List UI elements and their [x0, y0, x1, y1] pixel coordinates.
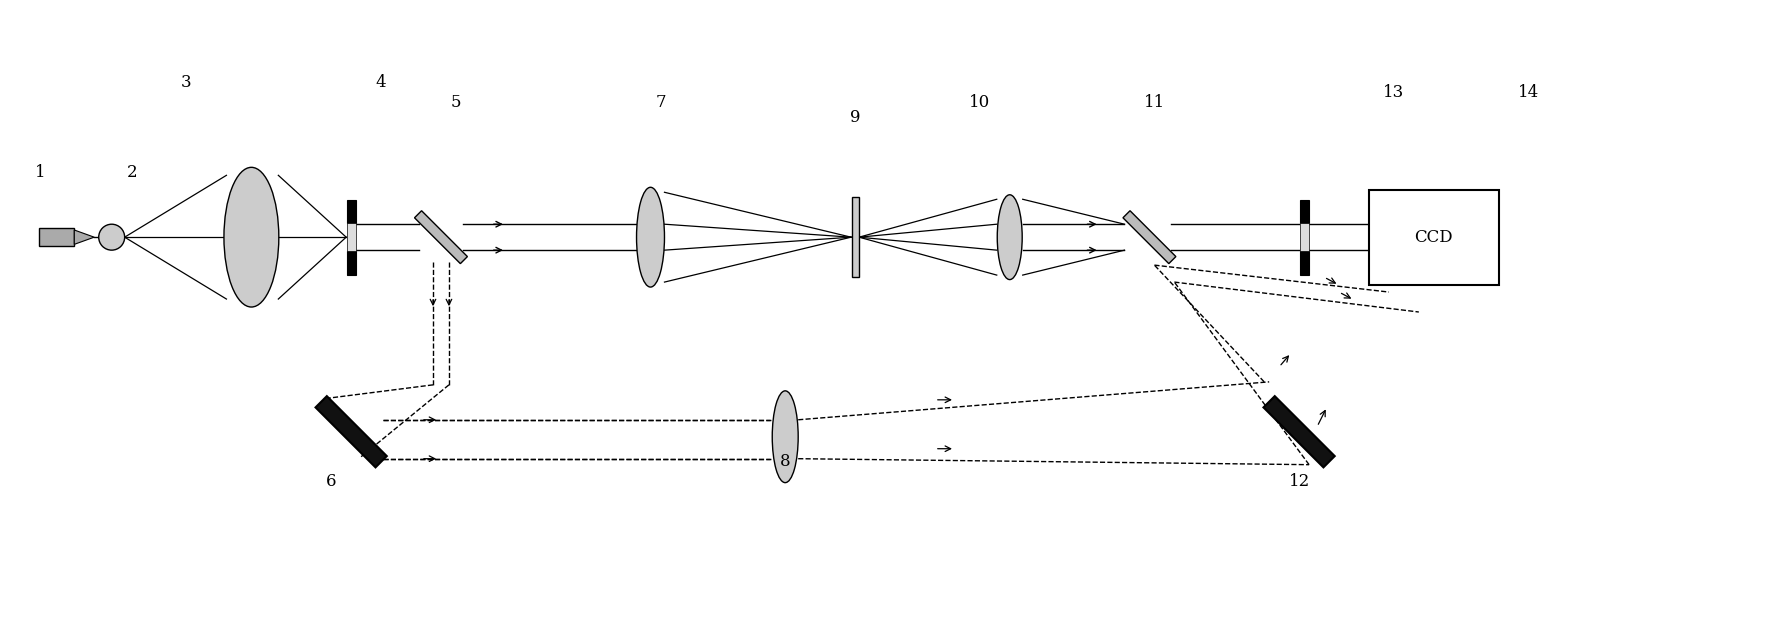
- Ellipse shape: [772, 391, 799, 483]
- Text: 9: 9: [850, 109, 861, 126]
- Bar: [1299, 223, 1309, 251]
- Polygon shape: [316, 396, 387, 468]
- Bar: [346, 223, 355, 251]
- Text: 3: 3: [182, 74, 193, 91]
- Ellipse shape: [997, 195, 1021, 280]
- Text: 1: 1: [35, 164, 46, 181]
- Polygon shape: [415, 211, 468, 264]
- Ellipse shape: [224, 168, 279, 307]
- Text: 13: 13: [1384, 84, 1405, 101]
- Text: 7: 7: [656, 94, 666, 111]
- Polygon shape: [1124, 211, 1175, 264]
- Text: 6: 6: [325, 473, 336, 490]
- Text: 2: 2: [125, 164, 138, 181]
- Text: CCD: CCD: [1415, 229, 1452, 246]
- Bar: [852, 197, 859, 277]
- Text: 12: 12: [1288, 473, 1309, 490]
- Circle shape: [99, 224, 125, 250]
- FancyBboxPatch shape: [1369, 190, 1498, 285]
- Text: 10: 10: [968, 94, 991, 111]
- Text: 8: 8: [779, 453, 790, 470]
- Bar: [1299, 251, 1309, 275]
- Ellipse shape: [636, 187, 664, 287]
- Text: 14: 14: [1518, 84, 1539, 101]
- Text: 11: 11: [1143, 94, 1164, 111]
- Bar: [346, 251, 355, 275]
- Polygon shape: [1263, 396, 1334, 468]
- Text: 4: 4: [376, 74, 387, 91]
- Bar: [346, 200, 355, 223]
- Bar: [1299, 200, 1309, 223]
- Bar: [39, 228, 74, 246]
- Text: 5: 5: [451, 94, 461, 111]
- Polygon shape: [74, 230, 94, 245]
